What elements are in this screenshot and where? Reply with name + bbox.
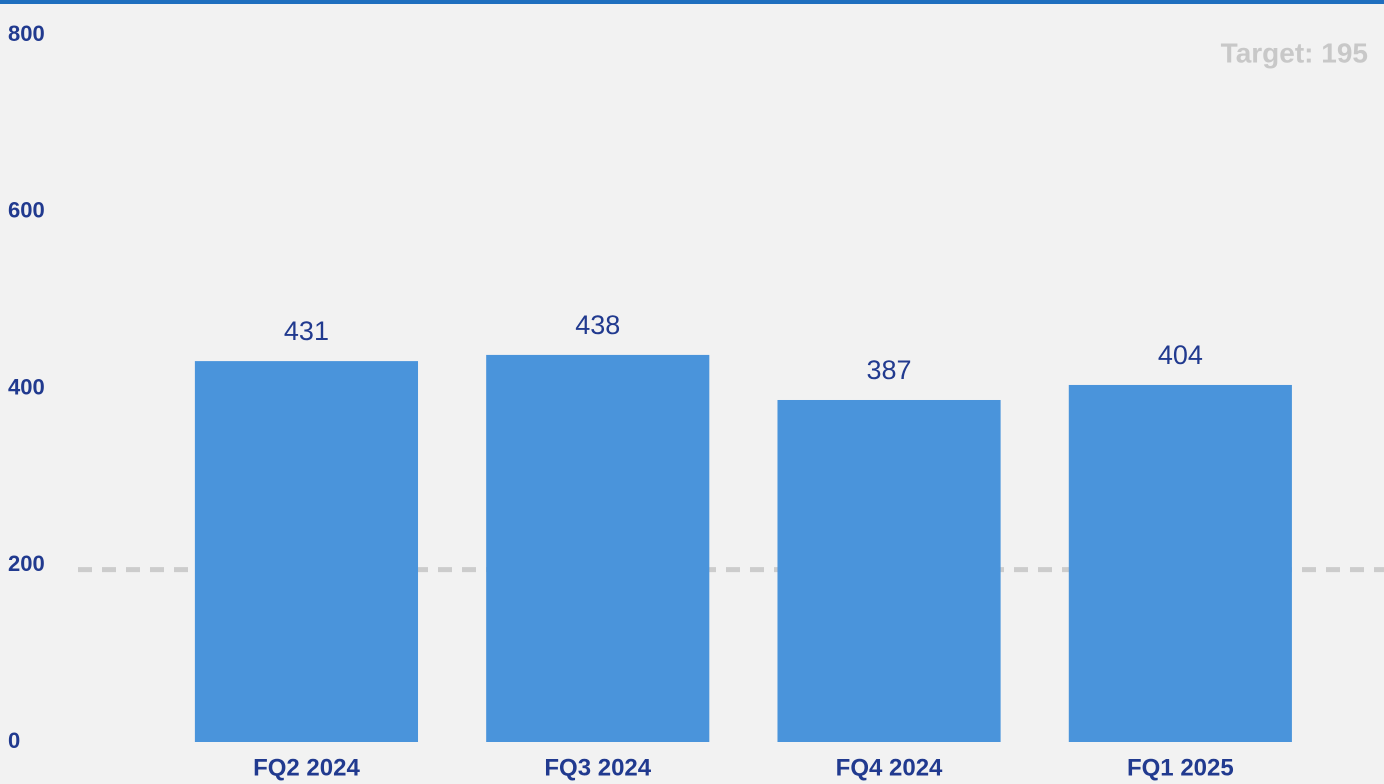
y-tick-label: 400: [8, 374, 45, 399]
target-label: Target: 195: [1221, 37, 1368, 68]
value-label: 431: [284, 316, 329, 346]
value-label: 387: [867, 355, 912, 385]
x-tick-label: FQ1 2025: [1127, 754, 1234, 781]
x-tick-label: FQ2 2024: [253, 754, 360, 781]
bar: [486, 354, 710, 742]
top-border: [0, 0, 1384, 4]
value-label: 438: [575, 310, 620, 340]
y-tick-label: 800: [8, 21, 45, 46]
bar: [194, 361, 419, 742]
y-tick-label: 200: [8, 551, 45, 576]
bar: [1068, 384, 1292, 742]
x-tick-label: FQ4 2024: [836, 754, 943, 781]
value-label: 404: [1158, 340, 1203, 370]
bar: [777, 399, 1001, 742]
y-tick-label: 0: [8, 728, 20, 753]
y-tick-label: 600: [8, 198, 45, 223]
x-tick-label: FQ3 2024: [544, 754, 651, 781]
